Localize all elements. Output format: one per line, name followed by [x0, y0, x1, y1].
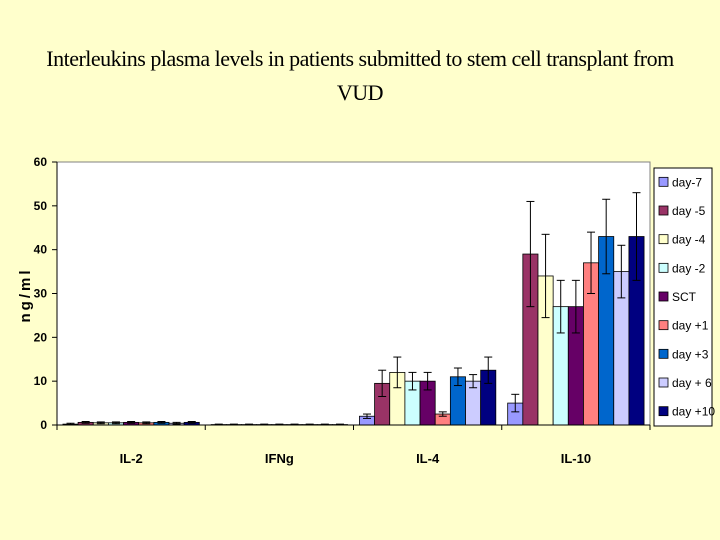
x-category-label: IL-10 [561, 451, 591, 466]
y-axis-title: ng/ml [17, 268, 34, 323]
y-tick-label: 60 [34, 155, 48, 169]
y-tick-label: 0 [40, 418, 47, 432]
x-category-label: IFNg [265, 451, 294, 466]
legend-label: day -4 [672, 233, 706, 247]
legend-label: day -2 [672, 261, 706, 275]
legend-label: day +1 [672, 319, 709, 333]
legend-swatch [658, 406, 669, 417]
legend-swatch [658, 291, 669, 302]
legend-label: day-7 [672, 175, 702, 189]
y-tick-label: 40 [34, 243, 48, 257]
legend-swatch [658, 262, 669, 273]
legend-label: day -5 [672, 204, 706, 218]
x-axis: IL-2 IFNg IL-4 IL-10 [56, 424, 651, 466]
x-category-label: IL-2 [120, 451, 143, 466]
legend-swatch [658, 320, 669, 331]
y-tick-label: 10 [34, 374, 48, 388]
legend-swatch [658, 377, 669, 388]
y-tick-label: 20 [34, 330, 48, 344]
legend-label: SCT [672, 290, 697, 304]
legend: day-7 day -5 day -4 day -2 SCT day +1 day +3 da… [653, 167, 715, 427]
legend-swatch [658, 176, 669, 187]
y-tick-label: 30 [34, 287, 48, 301]
x-category-label: IL-4 [416, 451, 440, 466]
legend-label: day +3 [672, 347, 709, 361]
plot-area [56, 161, 651, 426]
chart-title: Interleukins plasma levels in patients s… [46, 46, 674, 105]
y-tick-label: 50 [34, 199, 48, 213]
legend-swatch [658, 234, 669, 245]
legend-label: day + 6 [672, 376, 712, 390]
legend-label: day +10 [672, 405, 715, 419]
legend-swatch [658, 205, 669, 216]
y-axis: 0 10 20 30 40 50 60 [34, 155, 58, 432]
legend-swatch [658, 348, 669, 359]
